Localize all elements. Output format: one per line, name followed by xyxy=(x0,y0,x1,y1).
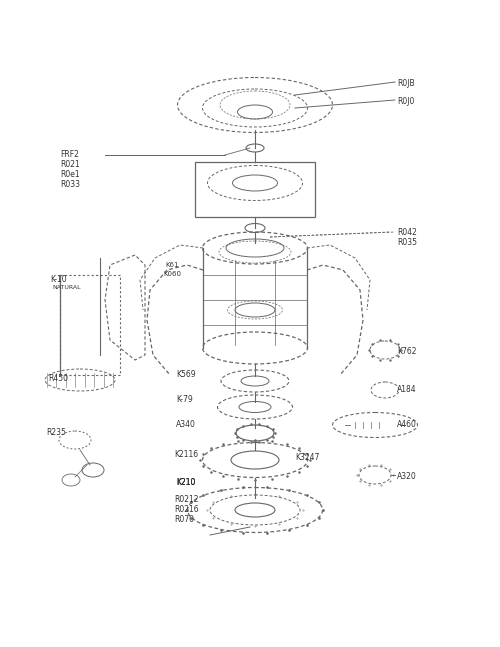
Text: R035: R035 xyxy=(397,238,417,247)
Text: R0212: R0212 xyxy=(174,495,199,504)
Bar xyxy=(195,162,315,217)
Text: K61: K61 xyxy=(165,262,178,268)
Text: K762: K762 xyxy=(397,347,416,356)
Text: K-79: K-79 xyxy=(176,395,193,404)
Text: FRF2: FRF2 xyxy=(60,150,79,159)
Text: R0JB: R0JB xyxy=(397,79,414,88)
Bar xyxy=(60,275,120,375)
Text: K060: K060 xyxy=(163,271,181,277)
Text: K-10: K-10 xyxy=(50,275,66,284)
Text: K2116: K2116 xyxy=(174,450,198,459)
Text: A320: A320 xyxy=(397,472,417,481)
Text: R235: R235 xyxy=(46,428,66,437)
Text: R0216: R0216 xyxy=(174,505,199,514)
Text: R021: R021 xyxy=(60,160,80,169)
Text: K210: K210 xyxy=(176,478,196,487)
Text: K3247: K3247 xyxy=(295,453,320,462)
Text: R070: R070 xyxy=(174,515,194,524)
Text: K569: K569 xyxy=(176,370,196,379)
Text: A460: A460 xyxy=(397,420,417,429)
Text: R450: R450 xyxy=(48,374,68,383)
Text: NATURAL: NATURAL xyxy=(52,285,80,290)
Text: A184: A184 xyxy=(397,385,416,394)
Text: R042: R042 xyxy=(397,228,417,237)
Text: R0J0: R0J0 xyxy=(397,97,414,106)
Text: R0e1: R0e1 xyxy=(60,170,80,179)
Text: A340: A340 xyxy=(176,420,196,429)
Text: K210: K210 xyxy=(176,478,196,487)
Text: K210: K210 xyxy=(176,478,196,487)
Text: R033: R033 xyxy=(60,180,80,189)
